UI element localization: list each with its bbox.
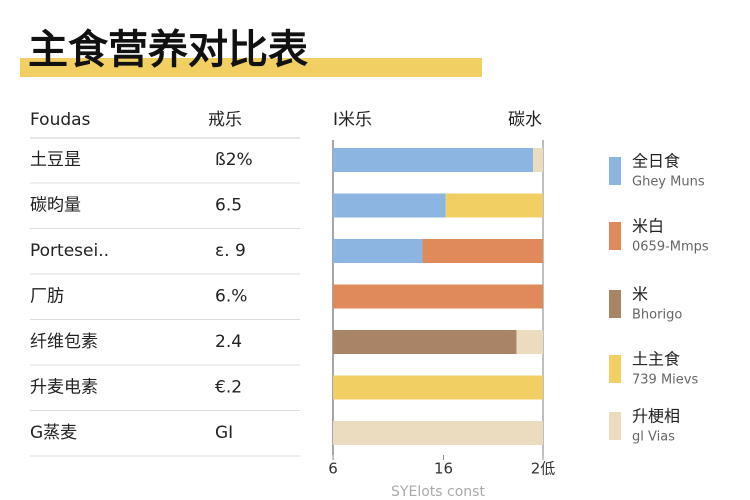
bar-segment xyxy=(333,421,543,445)
column-header: Foudas xyxy=(30,110,91,130)
legend-sublabel: Bhorigo xyxy=(632,308,682,323)
legend-swatch xyxy=(609,412,621,440)
row-label: 碳昀量 xyxy=(30,196,81,216)
row-value: GI xyxy=(215,423,233,443)
bar-segment xyxy=(516,330,543,354)
legend-swatch xyxy=(609,355,621,383)
column-header: 戒乐 xyxy=(208,110,242,130)
legend-sublabel: 0659-Mmps xyxy=(632,240,709,255)
legend-label: 米白 xyxy=(632,217,664,236)
chart-title: 主食营养对比表 xyxy=(28,27,308,73)
legend-sublabel: Ghey Muns xyxy=(632,175,705,190)
row-value: 6.5 xyxy=(215,196,242,216)
row-value: 2.4 xyxy=(215,332,242,352)
row-value: €.2 xyxy=(215,378,242,398)
legend-label: 升梗相 xyxy=(632,407,680,426)
row-label: 升麦电素 xyxy=(30,378,98,398)
legend-sublabel: gl Vias xyxy=(632,430,675,445)
bar-segment xyxy=(333,193,446,218)
row-label: Portesei.. xyxy=(30,241,109,261)
x-tick-label: 6 xyxy=(328,460,338,478)
row-value: ε. 9 xyxy=(215,241,246,261)
bar-segment xyxy=(445,193,543,218)
bar-segment xyxy=(533,148,543,172)
legend-sublabel: 739 Mievs xyxy=(632,373,698,388)
row-label: G蒸麦 xyxy=(30,423,77,443)
bar-segment xyxy=(333,375,543,400)
bar-segment xyxy=(333,284,543,309)
bar-segment xyxy=(333,239,423,263)
title-highlight xyxy=(20,58,482,77)
legend-label: 土主食 xyxy=(632,350,680,369)
row-label: 厂肪 xyxy=(30,287,64,307)
legend-swatch xyxy=(609,290,621,318)
legend-swatch xyxy=(609,157,621,185)
column-header: 碳水 xyxy=(508,110,542,130)
x-tick-label: 16 xyxy=(434,460,453,478)
footer: SYElots const xyxy=(391,484,485,500)
bar-segment xyxy=(333,148,534,172)
x-tick-label: 2低 xyxy=(531,460,556,478)
row-value: 6.% xyxy=(215,287,247,307)
row-label: 土豆昰 xyxy=(30,150,81,170)
bar-segment xyxy=(333,330,517,354)
legend-label: 全日食 xyxy=(632,152,680,171)
column-header: I米乐 xyxy=(333,110,372,130)
legend-label: 米 xyxy=(632,285,648,304)
bar-segment xyxy=(422,239,543,263)
legend-swatch xyxy=(609,222,621,250)
row-label: 纤维包素 xyxy=(30,332,98,352)
row-value: ß2% xyxy=(215,150,253,170)
